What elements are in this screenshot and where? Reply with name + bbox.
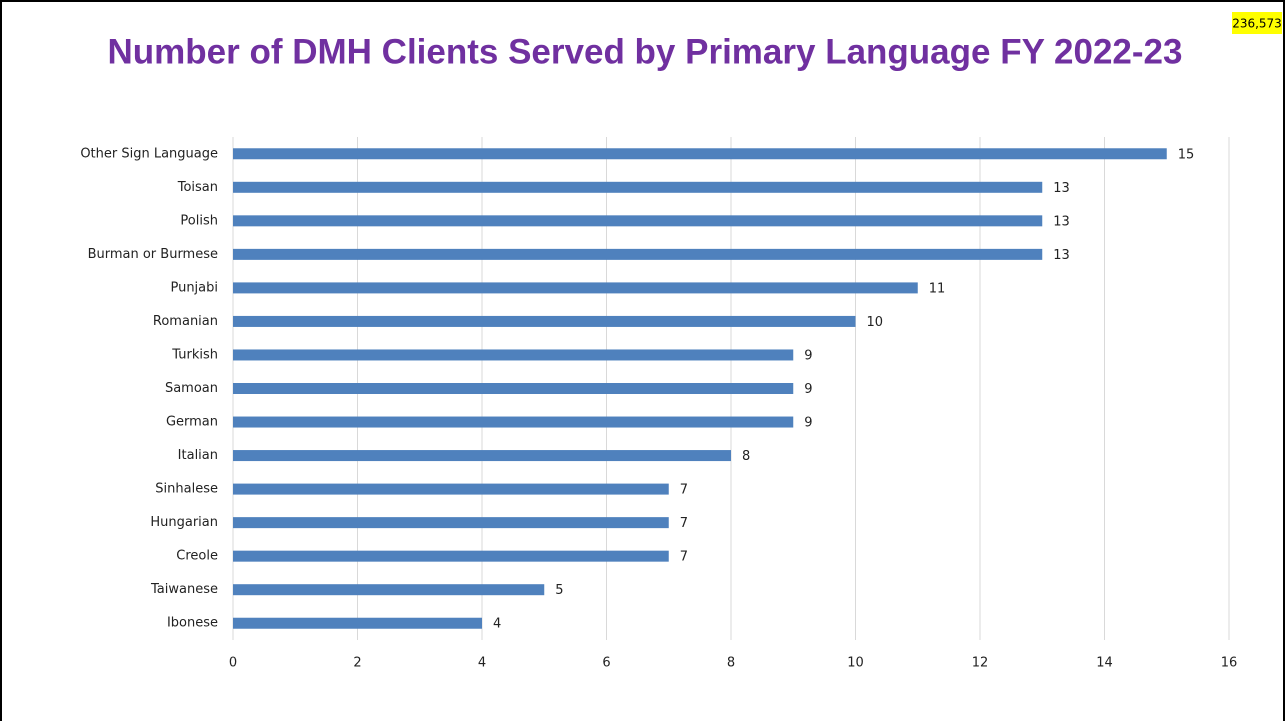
bar	[233, 550, 669, 562]
y-tick-label: Samoan	[165, 381, 218, 396]
data-label: 9	[804, 416, 812, 431]
y-tick-label: Creole	[176, 549, 218, 564]
y-tick-label: Taiwanese	[150, 582, 218, 597]
data-label: 13	[1053, 181, 1070, 196]
data-label: 11	[929, 281, 946, 296]
data-label: 10	[867, 315, 884, 330]
bar	[233, 617, 482, 629]
y-tick-label: Punjabi	[170, 280, 218, 295]
x-tick-label: 10	[847, 656, 864, 671]
x-tick-label: 4	[478, 656, 486, 671]
bar	[233, 315, 856, 327]
y-tick-label: Burman or Burmese	[88, 247, 218, 262]
x-tick-label: 16	[1221, 656, 1238, 671]
bar	[233, 584, 545, 596]
x-tick-label: 12	[972, 656, 989, 671]
bar	[233, 483, 669, 495]
y-tick-label: Polish	[180, 213, 218, 228]
data-label: 7	[680, 483, 688, 498]
bar	[233, 248, 1043, 260]
bar	[233, 450, 731, 462]
x-tick-label: 8	[727, 656, 735, 671]
y-tick-label: Other Sign Language	[80, 146, 218, 161]
bar	[233, 517, 669, 529]
bar	[233, 349, 794, 361]
bar	[233, 383, 794, 394]
badge: 236,573	[1232, 17, 1282, 31]
y-tick-label: Hungarian	[150, 515, 218, 530]
y-tick-label: Turkish	[171, 347, 218, 362]
data-label: 9	[804, 348, 812, 363]
data-label: 7	[680, 550, 688, 565]
bar	[233, 215, 1043, 227]
x-tick-label: 6	[602, 656, 610, 671]
data-label: 13	[1053, 214, 1070, 229]
chart-title: Number of DMH Clients Served by Primary …	[108, 32, 1183, 71]
bar	[233, 148, 1167, 160]
bar	[233, 282, 918, 294]
data-label: 8	[742, 449, 750, 464]
data-label: 4	[493, 617, 501, 632]
y-tick-label: Sinhalese	[155, 482, 218, 497]
x-tick-label: 2	[353, 656, 361, 671]
data-label: 13	[1053, 248, 1070, 263]
x-tick-label: 0	[229, 656, 237, 671]
data-label: 7	[680, 516, 688, 531]
data-label: 5	[555, 583, 563, 598]
bar	[233, 416, 794, 428]
bar	[233, 181, 1043, 193]
data-label: 9	[804, 382, 812, 397]
x-tick-label: 14	[1096, 656, 1113, 671]
y-tick-label: Toisan	[177, 180, 218, 195]
badge-background	[1232, 12, 1282, 34]
data-label: 15	[1178, 147, 1195, 162]
y-tick-label: German	[166, 415, 218, 430]
y-tick-label: Ibonese	[167, 616, 218, 631]
y-tick-label: Romanian	[153, 314, 218, 329]
y-tick-label: Italian	[178, 448, 218, 463]
